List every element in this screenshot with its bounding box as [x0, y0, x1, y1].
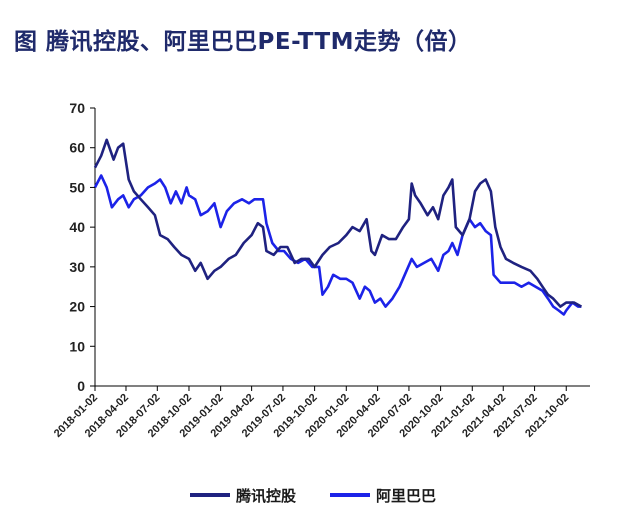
y-tick-label: 70	[69, 100, 85, 116]
legend-label-alibaba: 阿里巴巴	[376, 486, 437, 505]
y-tick-label: 10	[69, 338, 85, 354]
legend-swatch-alibaba	[330, 493, 370, 497]
y-tick-label: 60	[69, 140, 85, 156]
series-line-tencent	[93, 138, 583, 308]
y-axis: 0 10 20 30 40 50 60 70	[69, 100, 96, 394]
x-axis: 2018-01-022018-04-022018-07-022018-10-02…	[52, 385, 590, 440]
y-tick-label: 30	[69, 259, 85, 275]
y-tick-label: 0	[77, 378, 85, 394]
legend-item-tencent: 腾讯控股	[190, 480, 296, 510]
legend-label-tencent: 腾讯控股	[236, 486, 297, 505]
chart-legend: 腾讯控股 阿里巴巴	[0, 480, 640, 510]
series-line-alibaba	[93, 174, 582, 316]
legend-item-alibaba: 阿里巴巴	[330, 480, 436, 510]
y-tick-label: 40	[69, 219, 85, 235]
chart-title: 图 腾讯控股、阿里巴巴PE-TTM走势（倍）	[14, 29, 472, 55]
pe-ttm-line-chart: 0 10 20 30 40 50 60 70 2018-01-022018-04-022018…	[52, 100, 590, 440]
legend-swatch-tencent	[190, 493, 230, 497]
y-tick-label: 50	[69, 179, 85, 195]
y-tick-label: 20	[69, 299, 85, 315]
series-lines	[93, 138, 583, 316]
